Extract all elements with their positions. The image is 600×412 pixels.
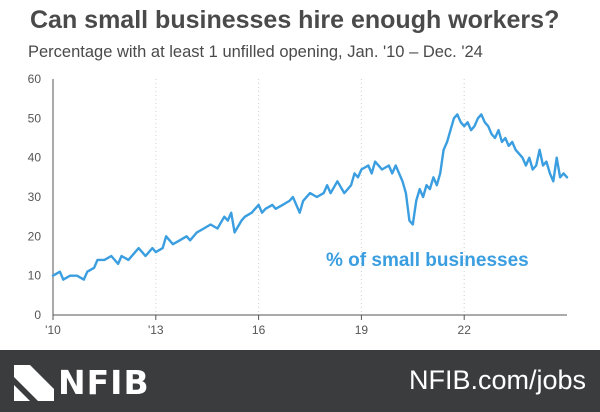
y-tick-label: 40 xyxy=(28,151,42,165)
chart-subtitle: Percentage with at least 1 unfilled open… xyxy=(28,43,483,61)
brand-name: NFIB xyxy=(58,363,150,402)
x-tick-label: '13 xyxy=(148,323,164,337)
x-tick-label: 22 xyxy=(458,323,472,337)
footer-url: NFIB.com/jobs xyxy=(408,365,586,395)
nfib-logo-icon xyxy=(14,365,54,401)
x-tick-label: '10 xyxy=(45,323,61,337)
y-tick-label: 0 xyxy=(34,308,41,322)
line-chart: 0 10 20 30 40 50 60 '10 '13 16 19 22 % of small busi… xyxy=(28,72,569,337)
x-tick-label: 19 xyxy=(355,323,369,337)
y-tick-label: 30 xyxy=(28,190,42,204)
y-tick-label: 60 xyxy=(28,72,42,86)
footer-bar: NFIB NFIB.com/jobs xyxy=(0,350,600,412)
series-annotation: % of small businesses xyxy=(326,250,529,271)
y-tick-label: 10 xyxy=(28,269,42,283)
y-tick-label: 50 xyxy=(28,111,42,125)
y-tick-label: 20 xyxy=(28,229,42,243)
chart-title: Can small businesses hire enough workers… xyxy=(30,6,560,34)
x-tick-label: 16 xyxy=(252,323,266,337)
series-line xyxy=(51,113,569,281)
